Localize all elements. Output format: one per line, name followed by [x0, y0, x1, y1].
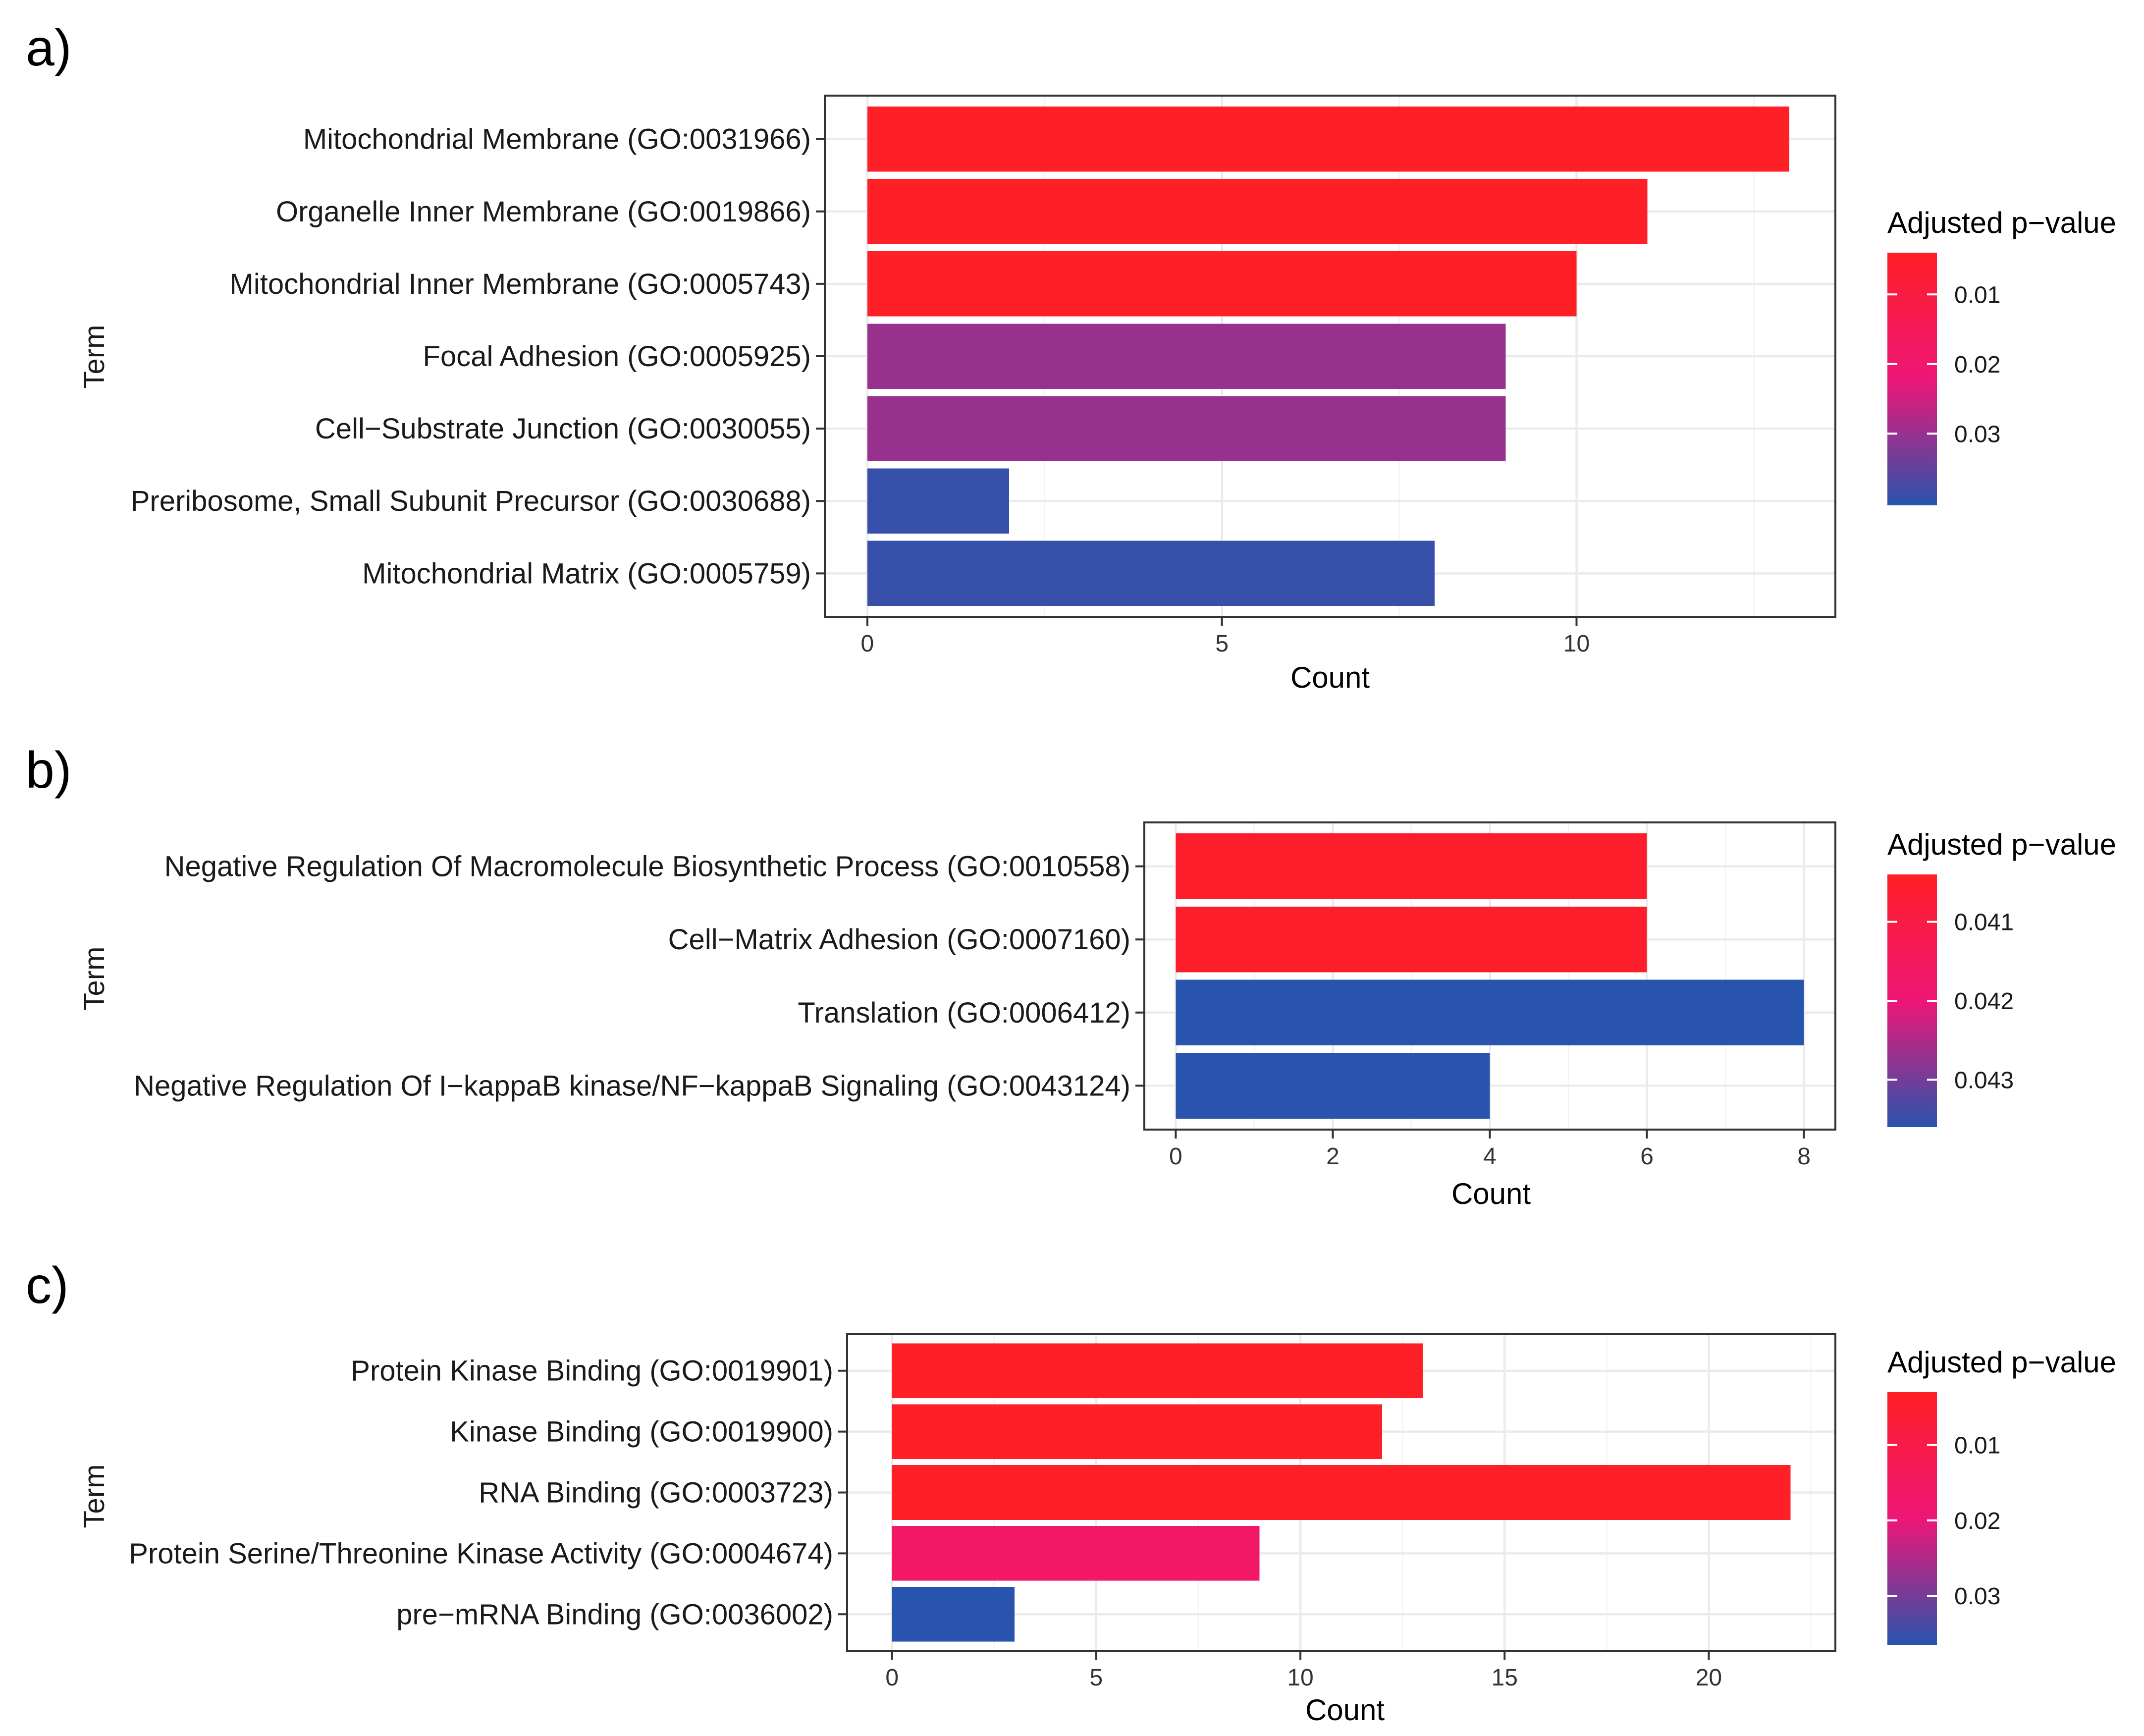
- bar: [1176, 1053, 1490, 1119]
- bar: [1176, 979, 1804, 1046]
- y-tick-label: Kinase Binding (GO:0019900): [450, 1416, 833, 1448]
- legend: Adjusted p−value 0.041 0.042 0.043: [1887, 828, 2116, 1127]
- legend-colorbar: [1887, 253, 1937, 505]
- bar: [867, 179, 1648, 244]
- bar: [892, 1343, 1423, 1399]
- y-axis-title: Term: [78, 1465, 110, 1528]
- x-tick-label: 6: [1640, 1143, 1654, 1170]
- legend-title: Adjusted p−value: [1887, 1346, 2116, 1379]
- y-tick-label: Organelle Inner Membrane (GO:0019866): [276, 196, 811, 228]
- x-tick-label: 2: [1326, 1143, 1340, 1170]
- legend-tick-label: 0.041: [1954, 910, 2014, 936]
- bar: [892, 1526, 1260, 1581]
- legend-tick-label: 0.01: [1954, 282, 2000, 308]
- y-tick-label: Focal Adhesion (GO:0005925): [423, 340, 811, 373]
- legend-colorbar: [1887, 1392, 1937, 1645]
- y-tick-label: Protein Serine/Threonine Kinase Activity…: [129, 1537, 833, 1570]
- bar: [892, 1586, 1015, 1642]
- bar: [867, 468, 1010, 534]
- bar: [867, 324, 1506, 389]
- panel-b: b) Term Negative Regulation Of Macromole…: [26, 742, 2116, 1210]
- x-tick-label: 0: [861, 631, 874, 657]
- bar: [892, 1465, 1791, 1520]
- y-tick-label: Mitochondrial Inner Membrane (GO:0005743…: [230, 268, 811, 300]
- y-axis-title: Term: [78, 947, 110, 1011]
- bar: [867, 106, 1789, 172]
- y-tick-label: pre−mRNA Binding (GO:0036002): [396, 1598, 833, 1630]
- panel-label: b): [26, 742, 71, 799]
- y-axis-title: Term: [78, 325, 110, 389]
- y-tick-label: Cell−Substrate Junction (GO:0030055): [315, 413, 811, 445]
- x-tick-label: 20: [1696, 1665, 1722, 1691]
- legend: Adjusted p−value 0.01 0.02 0.03: [1887, 1346, 2116, 1645]
- x-tick-label: 0: [1169, 1143, 1182, 1170]
- legend-ticks: 0.041 0.042 0.043: [1887, 910, 2014, 1093]
- legend-title: Adjusted p−value: [1887, 206, 2116, 239]
- legend-ticks: 0.01 0.02 0.03: [1887, 282, 2000, 447]
- bar: [867, 251, 1577, 317]
- panel-label: a): [26, 19, 71, 77]
- bar: [1176, 833, 1647, 899]
- y-tick-label: RNA Binding (GO:0003723): [479, 1477, 833, 1509]
- x-axis-title: Count: [1305, 1693, 1385, 1727]
- x-axis-title: Count: [1290, 661, 1370, 694]
- legend-tick-label: 0.01: [1954, 1433, 2000, 1459]
- y-tick-label: Preribosome, Small Subunit Precursor (GO…: [131, 485, 811, 517]
- legend-tick-label: 0.03: [1954, 421, 2000, 447]
- x-tick-label: 5: [1215, 631, 1229, 657]
- x-tick-label: 10: [1287, 1665, 1313, 1691]
- y-tick-label: Mitochondrial Matrix (GO:0005759): [362, 557, 811, 590]
- legend-tick-label: 0.02: [1954, 1508, 2000, 1534]
- panel-a: a) Term Mitochondrial Membrane (GO:00319…: [26, 19, 2116, 694]
- bar: [867, 396, 1506, 461]
- legend: Adjusted p−value 0.01 0.02 0.03: [1887, 206, 2116, 505]
- x-tick-label: 8: [1797, 1143, 1811, 1170]
- legend-tick-label: 0.042: [1954, 988, 2014, 1015]
- x-tick-label: 5: [1090, 1665, 1103, 1691]
- x-tick-label: 10: [1563, 631, 1590, 657]
- y-tick-label: Negative Regulation Of I−kappaB kinase/N…: [134, 1070, 1130, 1102]
- bar: [1176, 906, 1647, 973]
- y-tick-label: Cell−Matrix Adhesion (GO:0007160): [668, 923, 1130, 956]
- plot-area: Mitochondrial Membrane (GO:0031966) Organ…: [131, 95, 1836, 657]
- x-tick-label: 15: [1492, 1665, 1518, 1691]
- y-tick-label: Mitochondrial Membrane (GO:0031966): [303, 123, 811, 156]
- panel-c: c) Term Protein Kinase Binding (GO:00199…: [26, 1257, 2116, 1727]
- x-tick-label: 0: [885, 1665, 899, 1691]
- panel-label: c): [26, 1257, 69, 1314]
- plot-area: Negative Regulation Of Macromolecule Bio…: [134, 821, 1836, 1170]
- y-tick-label: Protein Kinase Binding (GO:0019901): [351, 1355, 833, 1387]
- legend-tick-label: 0.02: [1954, 352, 2000, 378]
- y-tick-label: Translation (GO:0006412): [798, 997, 1130, 1029]
- plot-area: Protein Kinase Binding (GO:0019901) Kinas…: [129, 1333, 1836, 1691]
- x-tick-label: 4: [1483, 1143, 1497, 1170]
- x-axis-title: Count: [1451, 1177, 1531, 1210]
- bar: [892, 1404, 1382, 1459]
- legend-ticks: 0.01 0.02 0.03: [1887, 1433, 2000, 1610]
- legend-tick-label: 0.043: [1954, 1067, 2014, 1093]
- legend-title: Adjusted p−value: [1887, 828, 2116, 861]
- legend-tick-label: 0.03: [1954, 1583, 2000, 1610]
- y-tick-label: Negative Regulation Of Macromolecule Bio…: [164, 851, 1130, 883]
- bar: [867, 541, 1435, 606]
